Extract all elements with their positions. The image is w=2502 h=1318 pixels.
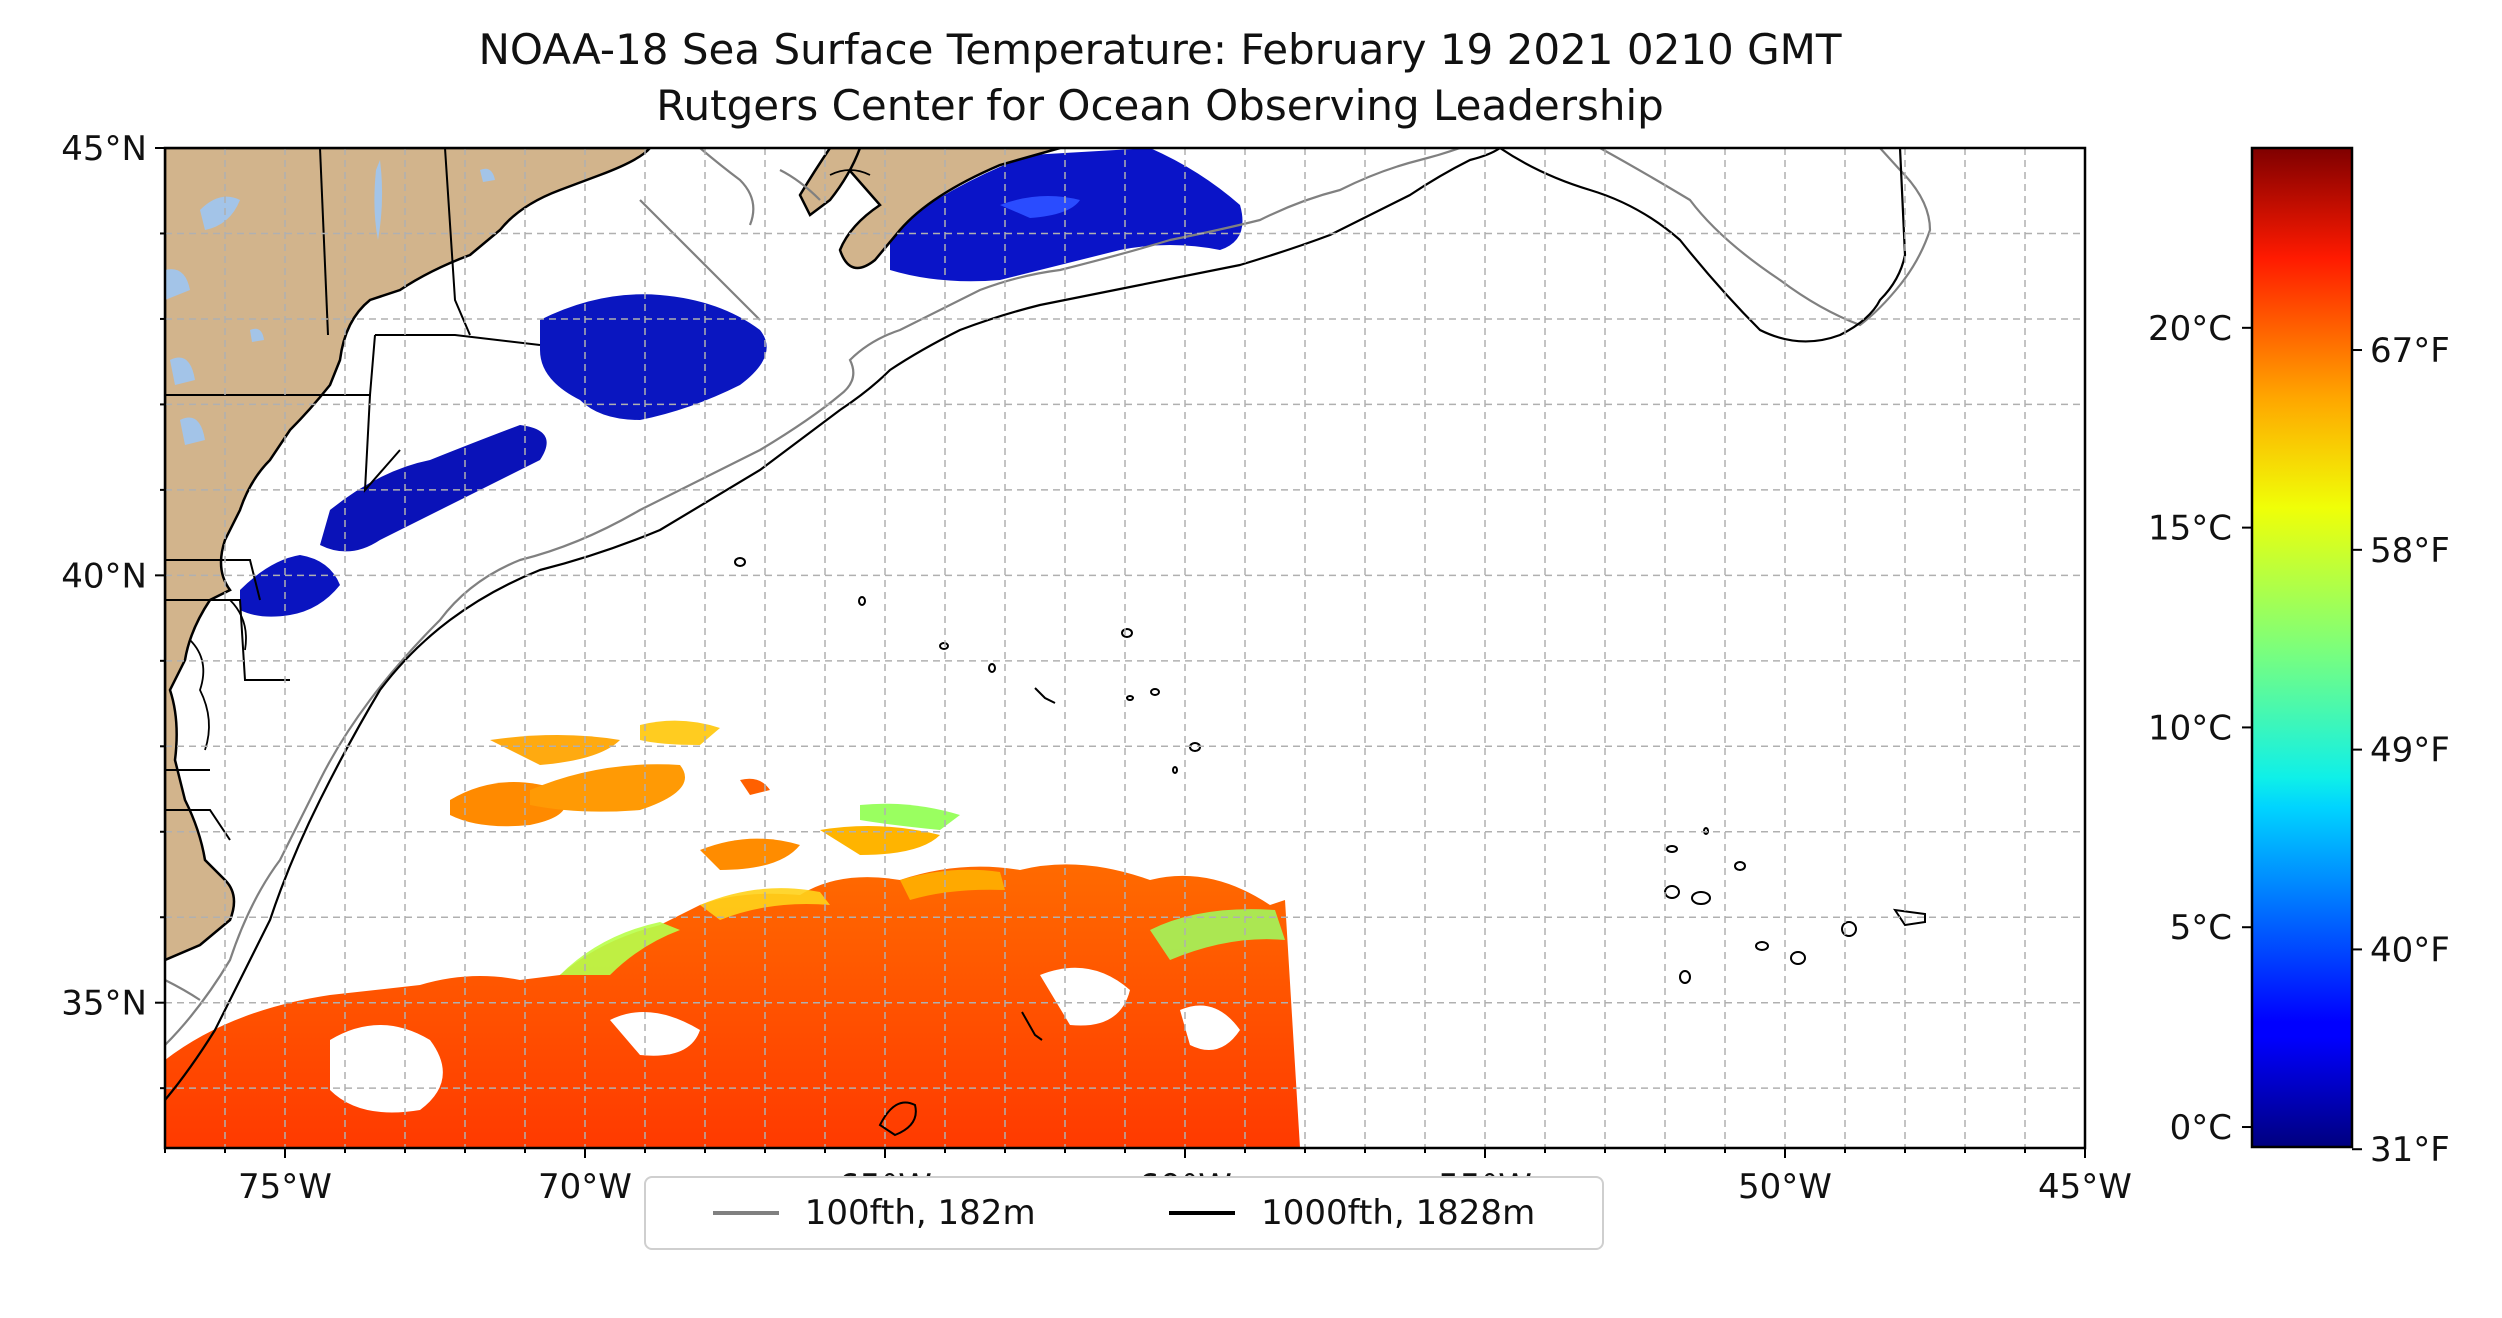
colorbar-celsius-label: 15°C	[2148, 509, 2232, 549]
legend-swatch-100fth	[712, 1211, 779, 1215]
lat-tick-label: 35°N	[61, 984, 147, 1024]
colorbar-fahrenheit-label: 58°F	[2370, 531, 2450, 571]
lake	[480, 168, 495, 182]
cloud-gap	[1040, 967, 1130, 1026]
lon-tick-label: 45°W	[2038, 1167, 2132, 1207]
colorbar: 0°C 5°C 10°C 15°C 20°C 31°F 40°F 49°F 58°F 67°F	[2148, 146, 2450, 1170]
colorbar-fahrenheit-label: 67°F	[2370, 331, 2450, 371]
lake	[180, 417, 205, 445]
legend-label-1000fth: 1000fth, 1828m	[1261, 1193, 1536, 1233]
lon-tick-label: 50°W	[1738, 1167, 1832, 1207]
lat-tick-label: 40°N	[61, 556, 147, 596]
map-area: 75°W70°W65°W60°W55°W50°W45°W35°N40°N45°N	[61, 129, 2132, 1207]
cloud-gap	[330, 1025, 443, 1113]
sst-cold-edge	[1000, 196, 1080, 218]
map-axis-ticks	[155, 147, 2086, 1158]
colorbar-labels: 0°C 5°C 10°C 15°C 20°C 31°F 40°F 49°F 58°F 67°F	[2148, 309, 2450, 1170]
lakes-layer	[165, 160, 495, 445]
colorbar-celsius-label: 10°C	[2148, 708, 2232, 748]
sst-transition-edge	[560, 922, 680, 975]
sst-cold-region-scotian	[890, 148, 1243, 282]
lon-tick-label: 75°W	[238, 1167, 332, 1207]
colorbar-celsius-label: 0°C	[2170, 1108, 2232, 1148]
sst-warm-patch	[700, 838, 800, 870]
legend-swatch-1000fth	[1169, 1211, 1236, 1215]
lake	[165, 269, 190, 300]
colorbar-gradient	[2252, 148, 2352, 1147]
sst-warm-patch	[740, 778, 770, 795]
sst-cold-region-midatlantic	[320, 425, 547, 552]
lake	[250, 328, 264, 342]
map-gridlines	[164, 147, 2086, 1148]
contour-legend: 100fth, 182m 1000fth, 1828m	[644, 1176, 1604, 1250]
legend-label-100fth: 100fth, 182m	[804, 1193, 1036, 1233]
sst-warm-patch	[490, 735, 620, 765]
sst-transition-edge	[900, 869, 1005, 900]
lake	[374, 160, 383, 240]
title-line-2: Rutgers Center for Ocean Observing Leade…	[656, 81, 1664, 130]
sst-transition-edge	[1150, 909, 1285, 960]
seamounts	[734, 557, 1926, 1137]
lake	[170, 357, 195, 385]
colorbar-celsius-label: 5°C	[2170, 908, 2232, 948]
sst-warm-patch	[820, 826, 940, 855]
legend-item-1000fth: 1000fth, 1828m	[1169, 1193, 1535, 1233]
colorbar-fahrenheit-label: 31°F	[2370, 1130, 2450, 1170]
coastal-detail	[189, 169, 871, 751]
sst-cold-region-nearshore	[240, 555, 340, 617]
colorbar-fahrenheit-label: 49°F	[2370, 731, 2450, 771]
sst-warm-region	[165, 864, 1300, 1148]
colorbar-ticks	[2242, 326, 2362, 1151]
chart-title: NOAA-18 Sea Surface Temperature: Februar…	[160, 22, 2160, 134]
land-nova-scotia	[828, 148, 1061, 270]
land-layer	[165, 148, 1061, 962]
sst-warm-patch	[640, 720, 720, 745]
cloud-gap	[610, 1012, 700, 1056]
sst-warm-patch	[530, 764, 685, 812]
colorbar-frame	[2250, 146, 2354, 1149]
sst-cold-region-maine	[540, 294, 767, 420]
legend-item-100fth: 100fth, 182m	[712, 1193, 1036, 1233]
contour-100fth	[165, 148, 1932, 1046]
land-cape-breton	[798, 148, 862, 217]
sst-field-layer	[165, 148, 1300, 1148]
colorbar-fahrenheit-label: 40°F	[2370, 930, 2450, 970]
contour-1000fth	[165, 148, 1907, 1101]
state-borders	[165, 148, 541, 841]
cloud-gap	[1180, 1005, 1240, 1050]
lon-tick-label: 70°W	[538, 1167, 632, 1207]
title-line-1: NOAA-18 Sea Surface Temperature: Februar…	[478, 25, 1842, 74]
colorbar-celsius-label: 20°C	[2148, 309, 2232, 349]
lat-tick-label: 45°N	[61, 129, 147, 169]
lake	[200, 196, 240, 230]
land-north-america	[165, 148, 652, 962]
